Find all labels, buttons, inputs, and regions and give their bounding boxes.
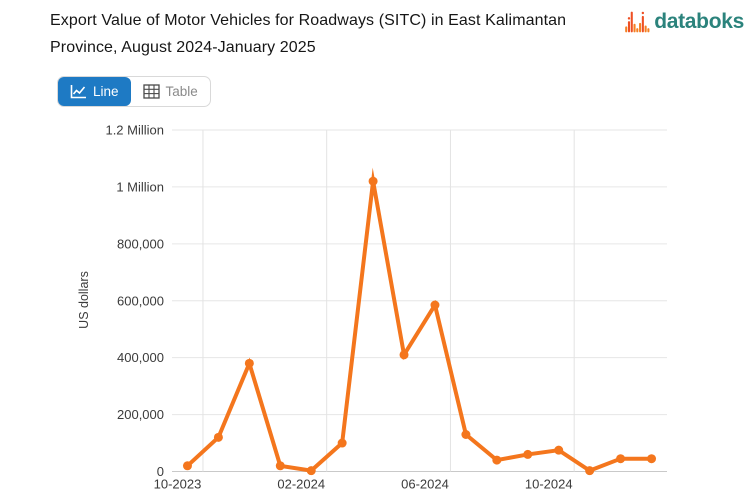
x-tick-label: 10-2023 xyxy=(154,477,202,492)
line-view-label: Line xyxy=(93,84,119,99)
x-tick-label: 02-2024 xyxy=(277,477,325,492)
data-point[interactable] xyxy=(182,461,192,471)
data-point[interactable] xyxy=(523,449,533,459)
y-tick-label: 1 Million xyxy=(116,179,164,194)
chart-view-toggle: Line Table xyxy=(57,76,211,107)
databoks-logo: databoks xyxy=(625,9,744,35)
equalizer-bars-icon xyxy=(625,11,650,33)
data-point[interactable] xyxy=(399,350,409,360)
data-point[interactable] xyxy=(461,430,471,440)
data-point[interactable] xyxy=(492,455,502,465)
data-point[interactable] xyxy=(585,466,595,476)
data-point[interactable] xyxy=(213,432,223,442)
data-point[interactable] xyxy=(306,466,316,476)
data-point[interactable] xyxy=(275,461,285,471)
page-title: Export Value of Motor Vehicles for Roadw… xyxy=(50,12,567,56)
x-tick-label: 06-2024 xyxy=(401,477,449,492)
data-point[interactable] xyxy=(554,445,564,455)
data-point[interactable] xyxy=(244,358,254,368)
data-point[interactable] xyxy=(647,454,657,464)
data-point[interactable] xyxy=(368,176,378,186)
data-point[interactable] xyxy=(616,454,626,464)
y-tick-label: 400,000 xyxy=(117,350,164,365)
line-view-button[interactable]: Line xyxy=(58,77,131,106)
y-axis-title: US dollars xyxy=(77,271,91,329)
table-view-label: Table xyxy=(165,84,198,99)
logo-text: databoks xyxy=(654,10,744,33)
y-tick-label: 200,000 xyxy=(117,407,164,422)
data-line xyxy=(186,167,652,473)
y-tick-label: 0 xyxy=(157,464,164,479)
data-point[interactable] xyxy=(430,300,440,310)
table-view-button[interactable]: Table xyxy=(131,77,210,106)
y-tick-label: 1.2 Million xyxy=(105,123,164,138)
y-tick-label: 600,000 xyxy=(117,293,164,308)
table-grid-icon xyxy=(142,84,160,99)
y-tick-label: 800,000 xyxy=(117,236,164,251)
line-chart-icon xyxy=(70,85,86,99)
x-tick-label: 10-2024 xyxy=(525,477,573,492)
data-point[interactable] xyxy=(337,438,347,448)
